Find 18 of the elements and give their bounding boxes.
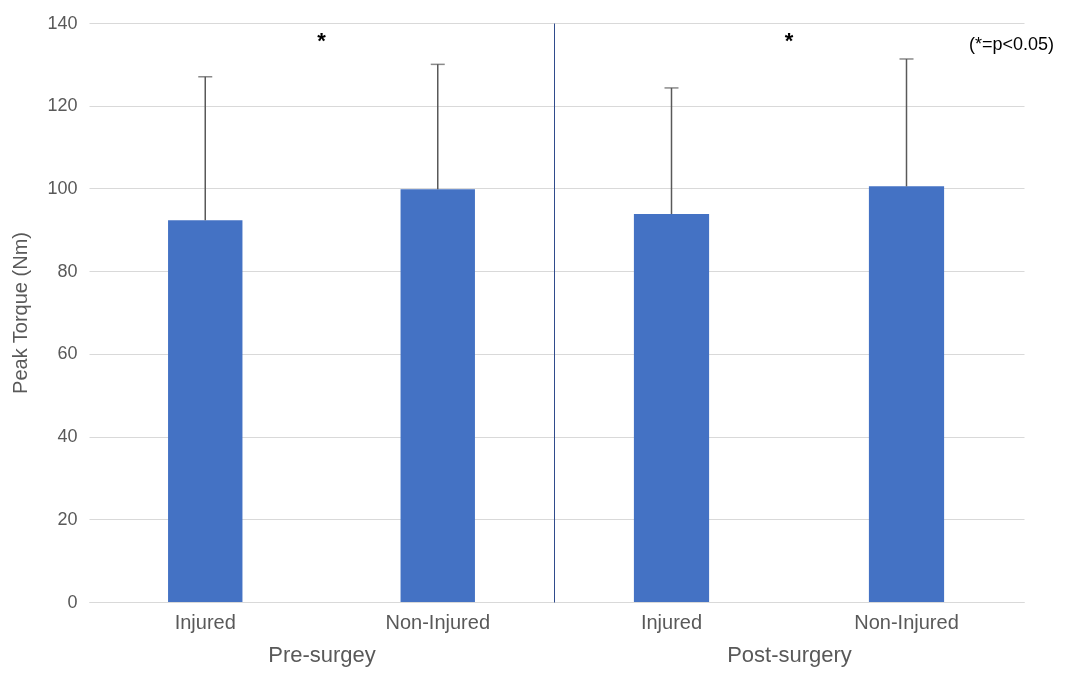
y-tick-label: 120 (47, 95, 78, 116)
y-tick-label: 60 (57, 343, 78, 364)
x-tick-label: Injured (174, 610, 236, 633)
x-axis-title: Pre-surgey (268, 641, 376, 667)
y-tick-label: 0 (67, 591, 78, 612)
y-tick-label: 20 (57, 508, 78, 529)
annotation: * (317, 28, 327, 53)
y-tick-label: 80 (57, 260, 78, 281)
y-tick-label: 140 (47, 12, 78, 33)
y-axis-title: Peak Torque (Nm) (9, 232, 32, 394)
x-axis-title: Post-surgery (727, 641, 852, 667)
y-tick-label: 40 (57, 426, 78, 447)
x-tick-label: Injured (640, 610, 703, 633)
annotation: * (784, 28, 794, 53)
annotation: (*=p<0.05) (968, 34, 1054, 54)
x-tick-label: Non-Injured (854, 610, 959, 633)
y-tick-label: 100 (47, 177, 78, 198)
x-tick-label: Non-Injured (385, 610, 491, 633)
